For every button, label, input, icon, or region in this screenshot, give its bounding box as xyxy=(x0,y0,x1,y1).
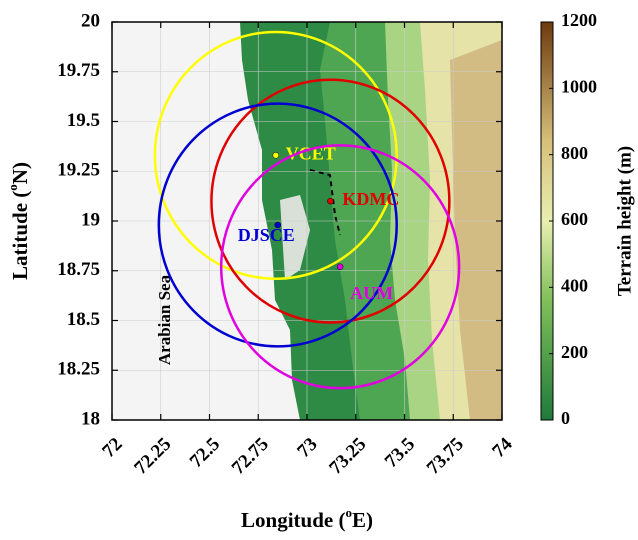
x-tick-label: 73.5 xyxy=(381,434,419,472)
x-axis-title-part: Longitude ( xyxy=(241,508,345,532)
site-marker xyxy=(273,152,279,158)
colorbar-tick-label: 800 xyxy=(561,143,588,163)
y-tick-label: 18.5 xyxy=(67,309,100,330)
colorbar-title: Terrain height (m) xyxy=(614,146,635,296)
y-tick-label: 19.75 xyxy=(57,60,100,81)
colorbar-tick-label: 1000 xyxy=(561,76,597,96)
x-tick-label: 73.75 xyxy=(423,434,468,479)
y-tick-label: 19 xyxy=(81,209,100,230)
y-tick-label: 18.25 xyxy=(57,359,100,380)
annotation: Arabian Sea xyxy=(155,274,174,365)
site-marker xyxy=(337,264,343,270)
x-tick-label: 72.5 xyxy=(186,434,224,472)
x-tick-label: 72.75 xyxy=(228,434,273,479)
y-axis-title-part: N) xyxy=(8,162,32,184)
x-tick-label: 74 xyxy=(488,433,517,462)
map-figure: 7272.25 72.572.75 7373.25 73.573.75 74 18 18.2… xyxy=(0,0,638,540)
x-axis-title-part: E) xyxy=(352,508,373,532)
colorbar-tick-label: 200 xyxy=(561,342,588,362)
x-axis-title: Longitude (oE) xyxy=(241,505,373,531)
colorbar-tick-label: 0 xyxy=(561,408,570,428)
colorbar-tick-label: 1200 xyxy=(561,10,597,30)
colorbar-tick-label: 400 xyxy=(561,275,588,295)
y-axis-title-part: Latitude ( xyxy=(8,191,32,280)
colorbar-tick-label: 600 xyxy=(561,209,588,229)
y-tick-label: 18 xyxy=(81,408,100,429)
x-tick-label: 73.25 xyxy=(325,434,370,479)
x-tick-label: 72 xyxy=(98,434,126,462)
site-label: AUM xyxy=(350,283,393,303)
site-label: KDMC xyxy=(342,189,399,209)
x-tick-label: 72.25 xyxy=(130,434,175,479)
site-marker xyxy=(327,198,333,204)
y-tick-label: 19.25 xyxy=(57,160,100,181)
x-tick-label: 73 xyxy=(293,434,321,462)
y-axis-title: Latitude (oN) xyxy=(5,162,31,280)
y-tick-label: 19.5 xyxy=(67,110,100,131)
y-tick-label: 20 xyxy=(81,10,100,31)
site-label: DJSCE xyxy=(238,225,295,245)
y-tick-label: 18.75 xyxy=(57,259,100,280)
